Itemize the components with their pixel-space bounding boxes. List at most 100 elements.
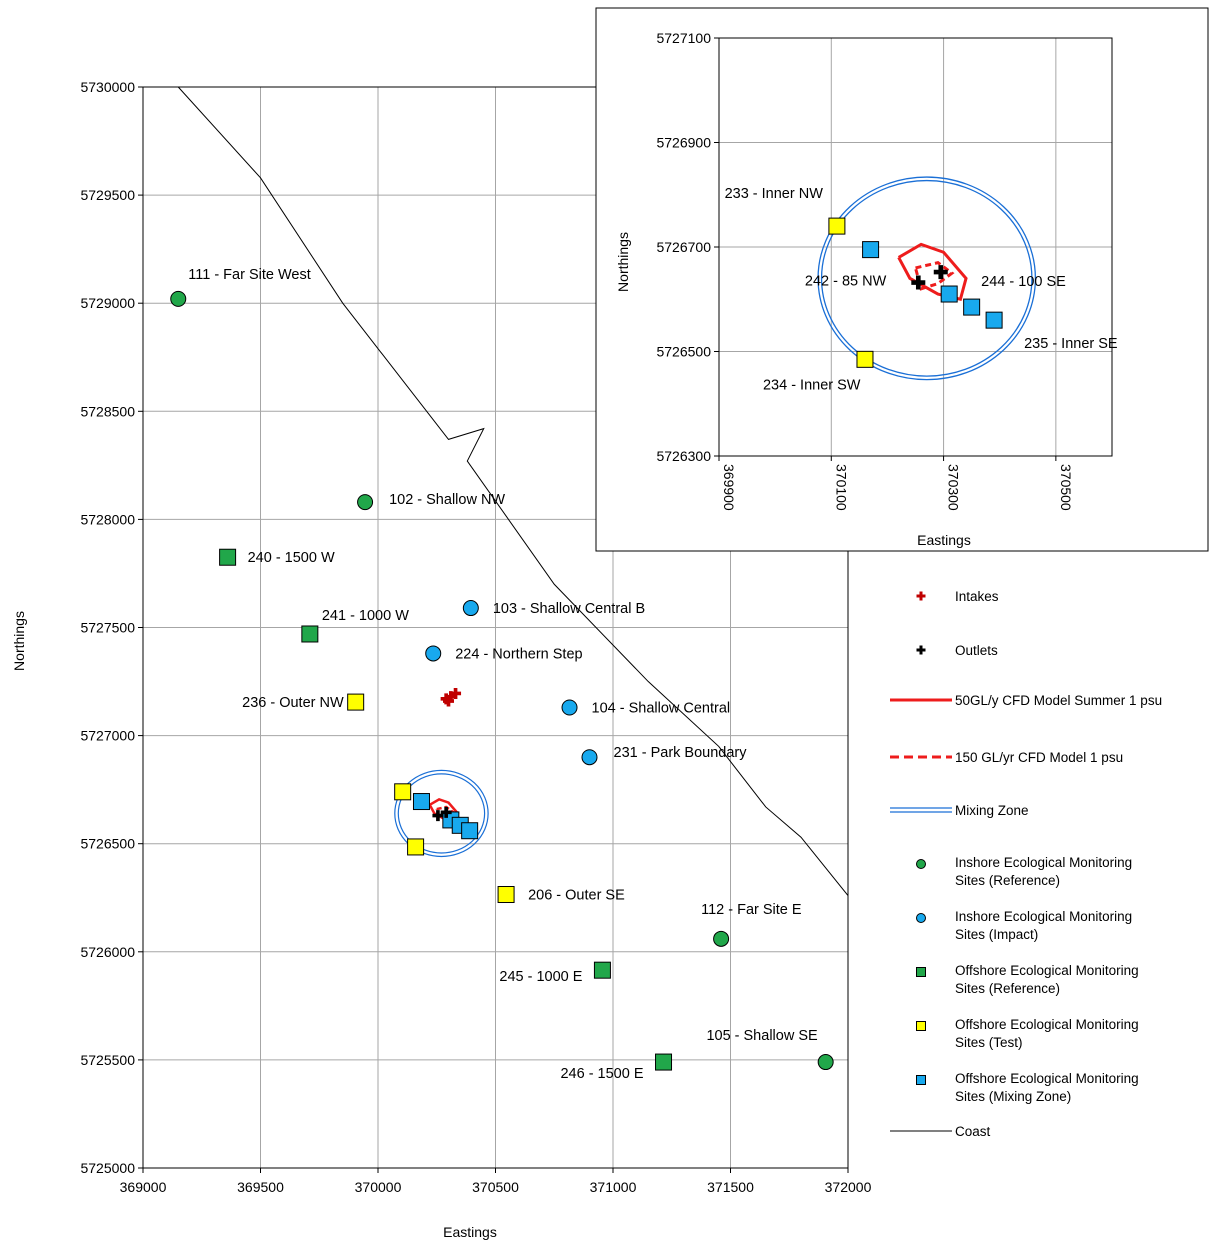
legend-label: Coast: [955, 1124, 991, 1139]
inset-site-marker: [985, 311, 1003, 329]
inset-site-marker: [828, 217, 846, 235]
inset-site-label: 242 - 85 NW: [805, 274, 887, 290]
inset-y-tick-label: 5726500: [656, 344, 711, 360]
legend-label: Offshore Ecological Monitoring Sites (Tes…: [955, 1017, 1139, 1050]
main-y-tick-label: 5729000: [80, 295, 135, 311]
inset-chart: 369900 370100 370300 370500 5726300 5726500 57…: [595, 7, 1209, 552]
legend-label: Offshore Ecological Monitoring Sites (Mix…: [955, 1071, 1139, 1104]
legend-label: Inshore Ecological Monitoring Sites (Impa…: [955, 909, 1132, 942]
site-marker: [301, 625, 319, 643]
main-plot-area: 240 - 1500 W 241 - 1000 W 245 - 1000 E 246 …: [170, 86, 849, 1082]
site-label: 231 - Park Boundary: [614, 745, 748, 761]
legend-symbol: [916, 591, 926, 601]
main-y-tick-label: 5729500: [80, 187, 135, 203]
site-marker: [425, 645, 442, 662]
inset-y-tick-label: 5726900: [656, 135, 711, 151]
inset-site-label: 233 - Inner NW: [725, 186, 824, 202]
site-label: 206 - Outer SE: [528, 888, 625, 904]
site-marker: [432, 810, 444, 822]
inset-mixing-zone-inner: [820, 179, 1033, 377]
main-x-axis-label: Eastings: [443, 1224, 497, 1240]
inset-y-tick-label: 5726700: [656, 239, 711, 255]
legend: Intakes Outlets 50GL/y CFD Model Summer 1 …: [890, 589, 1162, 1139]
site-marker: [440, 806, 452, 818]
main-y-tick-label: 5727500: [80, 620, 135, 636]
inset-y-axis-label: Northings: [615, 232, 631, 292]
site-marker: [357, 494, 374, 511]
legend-symbol: [916, 967, 926, 977]
coast-line: [177, 86, 849, 896]
site-marker: [347, 693, 365, 711]
main-y-axis-label: Northings: [11, 611, 27, 671]
legend-symbol: [916, 1075, 926, 1085]
site-marker: [394, 783, 412, 801]
inset-site-label: 234 - Inner SW: [763, 377, 861, 393]
legend-symbol: [916, 913, 926, 923]
inset-site-marker: [963, 298, 981, 316]
inset-tick-labels: 369900 370100 370300 370500 5726300 5726500 57…: [656, 30, 1073, 511]
inset-mixing-zone-outer: [817, 176, 1037, 381]
legend-label: Intakes: [955, 589, 999, 604]
site-label: 224 - Northern Step: [455, 646, 582, 662]
site-marker: [561, 699, 578, 716]
site-marker: [497, 886, 515, 904]
site-marker: [412, 793, 430, 811]
main-y-tick-label: 5730000: [80, 79, 135, 95]
site-label: 246 - 1500 E: [560, 1066, 643, 1082]
site-label: 105 - Shallow SE: [706, 1028, 818, 1044]
site-marker: [713, 930, 730, 947]
legend-label: Mixing Zone: [955, 803, 1029, 818]
main-x-tick-label: 369500: [237, 1179, 284, 1195]
site-label: 112 - Far Site E: [701, 902, 802, 918]
site-marker: [581, 749, 598, 766]
inset-x-tick-label: 370500: [1058, 464, 1074, 511]
main-plot-frame: [142, 86, 849, 1169]
site-marker: [655, 1053, 673, 1071]
site-marker: [440, 693, 452, 705]
legend-label: Offshore Ecological Monitoring Sites (Ref…: [955, 963, 1139, 996]
legend-label: 150 GL/yr CFD Model 1 psu: [955, 750, 1123, 765]
site-marker: [407, 838, 425, 856]
main-x-tick-label: 370500: [472, 1179, 519, 1195]
site-marker: [461, 822, 479, 840]
legend-label: Inshore Ecological Monitoring Sites (Refe…: [955, 855, 1132, 888]
legend-symbol: [916, 1021, 926, 1031]
site-marker: [462, 600, 479, 617]
inset-x-tick-label: 370100: [833, 464, 849, 511]
main-y-tick-label: 5727000: [80, 728, 135, 744]
site-marker: [593, 961, 611, 979]
main-x-tick-label: 371000: [590, 1179, 637, 1195]
site-marker: [817, 1054, 834, 1071]
site-label: 111 - Far Site West: [188, 267, 311, 283]
site-label: 241 - 1000 W: [322, 608, 409, 624]
inset-site-label: 235 - Inner SE: [1024, 336, 1118, 352]
inset-site-marker: [911, 275, 926, 290]
site-label: 102 - Shallow NW: [389, 492, 505, 508]
main-y-tick-label: 5725000: [80, 1160, 135, 1176]
inset-y-tick-label: 5727100: [656, 30, 711, 46]
site-label: 104 - Shallow Central: [592, 700, 731, 716]
site-marker: [445, 691, 457, 703]
main-x-tick-label: 370000: [355, 1179, 402, 1195]
main-y-tick-label: 5728000: [80, 511, 135, 527]
site-marker: [170, 290, 187, 307]
site-label: 245 - 1000 E: [499, 969, 582, 985]
site-marker: [450, 687, 462, 699]
main-y-tick-label: 5726000: [80, 944, 135, 960]
inset-y-tick-label: 5726300: [656, 448, 711, 464]
inset-site-marker: [933, 265, 948, 280]
inset-plot-area: 233 - Inner NW 244 - 100 SE 235 - Inner SE…: [725, 176, 1118, 393]
mixing-zone-outer: [394, 769, 489, 858]
main-x-tick-label: 371500: [707, 1179, 754, 1195]
main-y-tick-label: 5725500: [80, 1052, 135, 1068]
main-x-tick-label: 369000: [120, 1179, 167, 1195]
inset-x-tick-label: 369900: [721, 464, 737, 511]
inset-site-marker: [862, 241, 880, 259]
legend-label: 50GL/y CFD Model Summer 1 psu: [955, 693, 1162, 708]
legend-symbol: [916, 645, 926, 655]
inset-frame: [595, 7, 1209, 552]
main-tick-labels: 369000 369500 370000 370500 371000 371500 3720…: [80, 79, 871, 1195]
inset-plot-frame: [718, 37, 1113, 457]
main-x-tick-label: 372000: [825, 1179, 872, 1195]
